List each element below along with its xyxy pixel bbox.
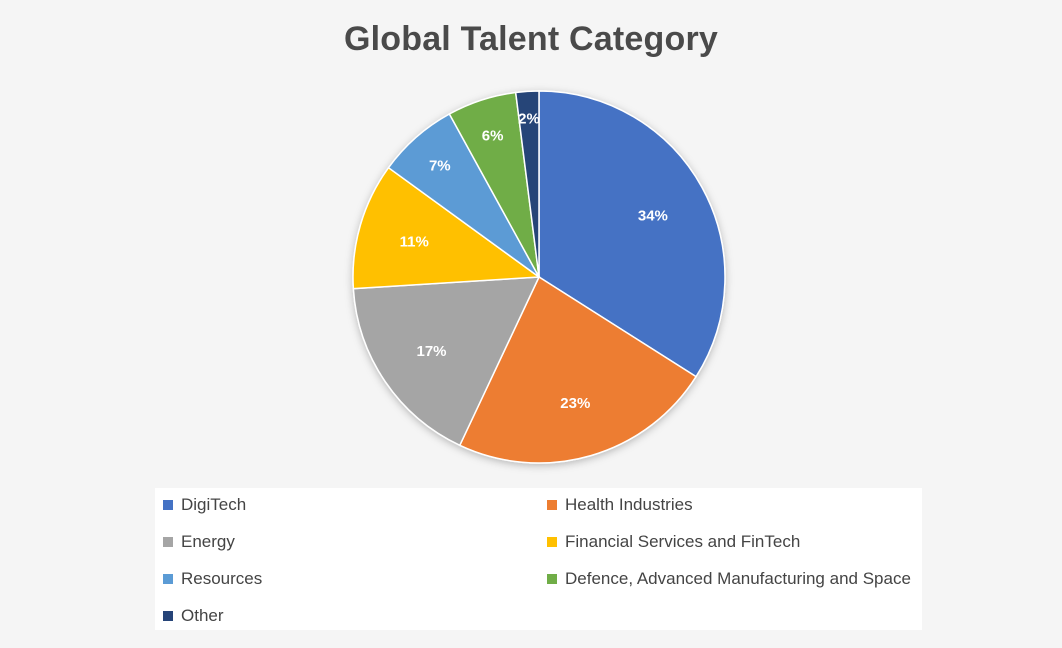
pie-slice-energy: [352, 276, 541, 447]
legend-item: Financial Services and FinTech: [547, 531, 800, 553]
data-label: 7%: [429, 158, 451, 175]
legend-label: Energy: [181, 532, 235, 551]
legend: DigiTech Health Industries Energy Financial…: [155, 488, 922, 630]
legend-label: Defence, Advanced Manufacturing and Spac…: [565, 569, 911, 588]
legend-item: Energy: [163, 531, 235, 553]
legend-swatch: [547, 537, 557, 547]
chart-title: Global Talent Category: [343, 20, 719, 58]
data-label: 11%: [400, 234, 429, 251]
data-label: 23%: [560, 395, 590, 412]
legend-item: Resources: [163, 568, 262, 590]
legend-label: Resources: [181, 569, 263, 588]
data-label: 2%: [518, 110, 540, 127]
legend-swatch: [163, 574, 173, 584]
data-label: 17%: [416, 343, 446, 360]
pie-slice-other: [514, 90, 540, 278]
legend-swatch: [547, 500, 557, 510]
legend-label: Other: [181, 606, 224, 625]
legend-item: Defence, Advanced Manufacturing and Spac…: [547, 568, 911, 590]
legend-item: Other: [163, 605, 224, 627]
legend-label: Financial Services and FinTech: [565, 532, 801, 551]
legend-label: DigiTech: [181, 495, 247, 514]
data-label: 34%: [638, 207, 668, 224]
pie-slice-financial-services-and-fintech: [352, 166, 542, 290]
legend-item: Health Industries: [547, 494, 693, 516]
pie-slice-digitech: [538, 90, 726, 378]
legend-swatch: [547, 574, 557, 584]
data-label: 6%: [482, 127, 504, 144]
legend-label: Health Industries: [565, 495, 693, 514]
legend-item: DigiTech: [163, 494, 246, 516]
legend-swatch: [163, 537, 173, 547]
legend-swatch: [163, 500, 173, 510]
pie-slice-health-industries: [458, 275, 698, 464]
legend-swatch: [163, 611, 173, 621]
